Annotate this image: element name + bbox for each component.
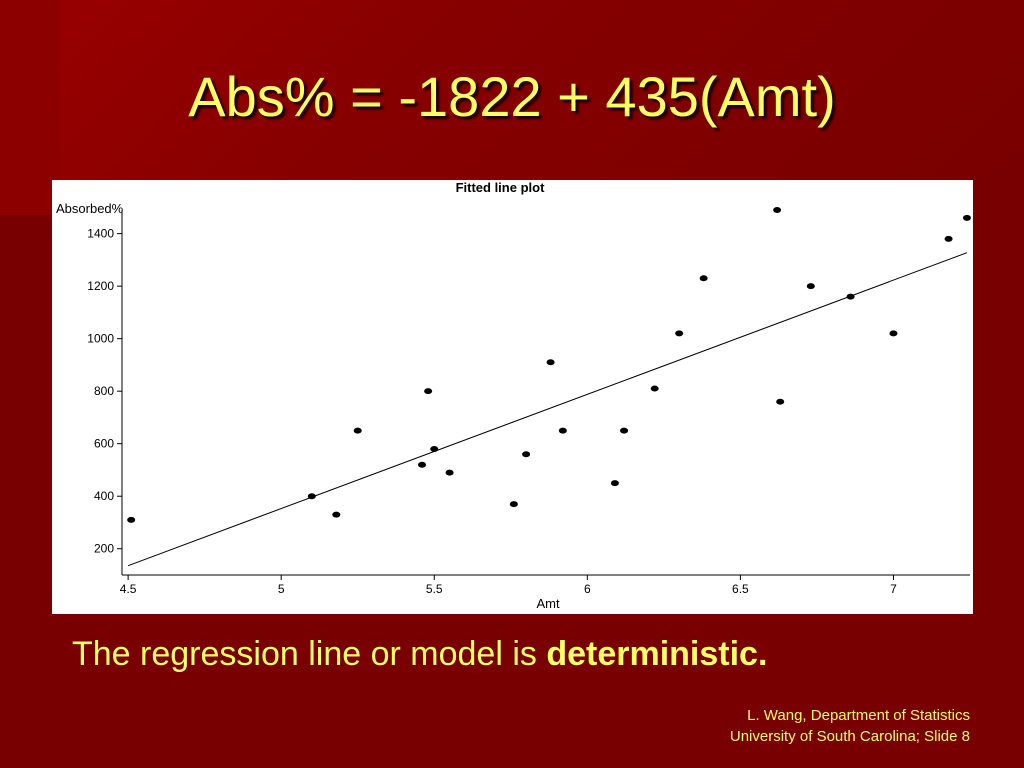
data-point	[650, 385, 659, 392]
x-tick-label: 5	[278, 582, 285, 596]
caption: The regression line or model is determin…	[72, 632, 767, 676]
y-tick-label: 600	[94, 437, 114, 451]
y-axis-label: Absorbed%	[56, 201, 124, 216]
data-point	[546, 359, 555, 366]
data-point	[558, 427, 567, 434]
data-point	[675, 330, 684, 337]
data-point	[127, 516, 136, 523]
data-point	[610, 480, 619, 487]
y-tick-label: 800	[94, 384, 114, 398]
data-point	[430, 445, 439, 452]
caption-prefix: The regression line or model is	[72, 635, 547, 673]
data-point	[522, 451, 531, 458]
y-tick-label: 1000	[87, 332, 114, 346]
fitted-line-plot: Fitted line plot Absorbed% Amt 200 400 600…	[52, 180, 973, 614]
data-point	[418, 461, 427, 468]
data-point	[332, 511, 341, 518]
footer: L. Wang, Department of Statistics Univer…	[730, 705, 970, 747]
data-point	[307, 493, 316, 500]
data-point	[944, 235, 953, 242]
y-tick-label: 1400	[87, 227, 114, 241]
data-point	[889, 330, 898, 337]
data-point	[620, 427, 629, 434]
x-tick-label: 4.5	[120, 582, 137, 596]
x-tick-label: 6	[584, 582, 591, 596]
data-point	[353, 427, 362, 434]
data-point	[846, 293, 855, 300]
fitted-line	[127, 252, 968, 567]
data-point	[962, 214, 971, 221]
data-point	[424, 388, 433, 395]
footer-line-2: University of South Carolina; Slide 8	[729, 728, 970, 745]
chart-title: Fitted line plot	[456, 180, 545, 195]
y-tick-label: 200	[94, 542, 114, 556]
y-tick-label: 1200	[87, 279, 114, 293]
data-points	[127, 207, 971, 523]
footer-line-1: L. Wang, Department of Statistics	[747, 707, 970, 724]
slide-title: Abs% = -1822 + 435(Amt)	[188, 65, 836, 128]
x-tick-label: 6.5	[732, 582, 749, 596]
data-point	[776, 398, 785, 405]
chart-svg: Fitted line plot Absorbed% Amt 200 400 600…	[56, 180, 971, 611]
background-accent-left	[0, 0, 60, 215]
background-accent	[0, 0, 1024, 215]
x-tick-label: 5.5	[426, 582, 443, 596]
data-point	[445, 469, 454, 476]
x-axis-label: Amt	[536, 596, 560, 611]
y-tick-label: 400	[94, 489, 114, 503]
data-point	[509, 501, 518, 508]
data-point	[773, 207, 782, 213]
caption-emphasis: deterministic.	[546, 635, 768, 673]
x-tick-label: 7	[890, 582, 897, 596]
data-point	[699, 275, 708, 282]
data-point	[806, 283, 815, 290]
fitted-line-group	[127, 252, 968, 567]
axis-ticks: 200 400 600 800 1000 1200 1400 4.5 5 5.5 6 6.5 7	[87, 227, 897, 596]
